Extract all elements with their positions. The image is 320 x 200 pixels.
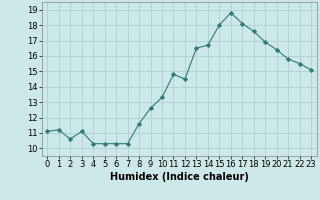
X-axis label: Humidex (Indice chaleur): Humidex (Indice chaleur) xyxy=(110,172,249,182)
